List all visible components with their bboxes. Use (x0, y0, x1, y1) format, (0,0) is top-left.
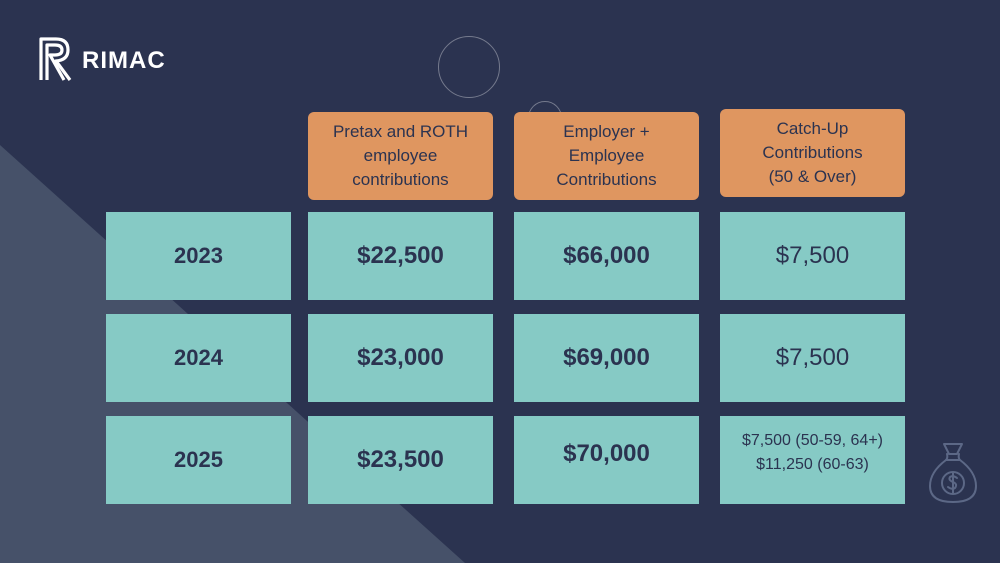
header-line: Catch-Up (776, 119, 849, 138)
year-cell-2024: 2024 (106, 314, 291, 402)
brand-name: RIMAC (82, 47, 166, 74)
header-line: employee (363, 146, 438, 165)
money-bag-icon (929, 443, 977, 503)
rimac-r-logo-icon (39, 37, 72, 81)
header-line: contributions (352, 170, 449, 189)
total-contribution-2023: $66,000 (514, 212, 699, 300)
total-contribution-2025: $70,000 (514, 416, 699, 504)
employee-contribution-2024: $23,000 (308, 314, 493, 402)
employee-contribution-2023: $22,500 (308, 212, 493, 300)
header-total-contributions: Employer + Employee Contributions (514, 112, 699, 200)
header-line: Contributions (762, 143, 863, 162)
header-employee-contributions: Pretax and ROTH employee contributions (308, 112, 493, 200)
catchup-contribution-2025: $7,500 (50-59, 64+) $11,250 (60-63) (720, 416, 905, 504)
header-catchup-contributions: Catch-Up Contributions (50 & Over) (720, 109, 905, 197)
header-line: (50 & Over) (768, 167, 857, 186)
header-line: Employer + (563, 122, 650, 141)
header-line: Pretax and ROTH (332, 122, 469, 141)
catchup-contribution-2024: $7,500 (720, 314, 905, 402)
brand-logo: RIMAC (38, 36, 166, 82)
header-line: Employee (568, 146, 645, 165)
catchup-line-60-63: $11,250 (60-63) (756, 456, 869, 473)
year-cell-2023: 2023 (106, 212, 291, 300)
employee-contribution-2025: $23,500 (308, 416, 493, 504)
catchup-line-50-59-64: $7,500 (50-59, 64+) (742, 432, 883, 449)
decorative-circle-large (438, 36, 500, 98)
year-cell-2025: 2025 (106, 416, 291, 504)
total-contribution-2024: $69,000 (514, 314, 699, 402)
catchup-contribution-2023: $7,500 (720, 212, 905, 300)
header-line: Contributions (556, 170, 657, 189)
